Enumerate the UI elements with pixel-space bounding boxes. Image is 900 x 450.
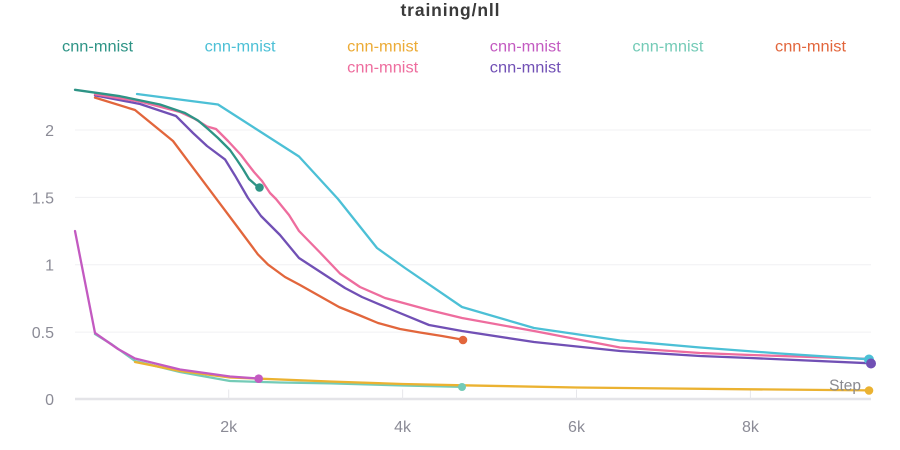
svg-text:training/nll: training/nll — [401, 0, 500, 20]
svg-text:cnn-mnist: cnn-mnist — [632, 38, 704, 55]
svg-text:cnn-mnist: cnn-mnist — [205, 38, 277, 55]
svg-text:8k: 8k — [742, 419, 760, 436]
svg-text:1.5: 1.5 — [32, 190, 54, 207]
svg-text:4k: 4k — [394, 419, 412, 436]
svg-text:cnn-mnist: cnn-mnist — [347, 38, 419, 55]
svg-text:cnn-mnist: cnn-mnist — [490, 38, 562, 55]
svg-text:2: 2 — [45, 123, 54, 140]
svg-text:6k: 6k — [568, 419, 586, 436]
svg-text:cnn-mnist: cnn-mnist — [490, 59, 562, 76]
svg-text:0: 0 — [45, 392, 54, 409]
svg-text:1: 1 — [45, 258, 54, 275]
svg-text:0.5: 0.5 — [32, 325, 54, 342]
svg-text:cnn-mnist: cnn-mnist — [775, 38, 847, 55]
svg-text:2k: 2k — [220, 419, 238, 436]
svg-text:Step: Step — [829, 378, 861, 395]
svg-text:cnn-mnist: cnn-mnist — [347, 59, 419, 76]
svg-text:cnn-mnist: cnn-mnist — [62, 38, 134, 55]
